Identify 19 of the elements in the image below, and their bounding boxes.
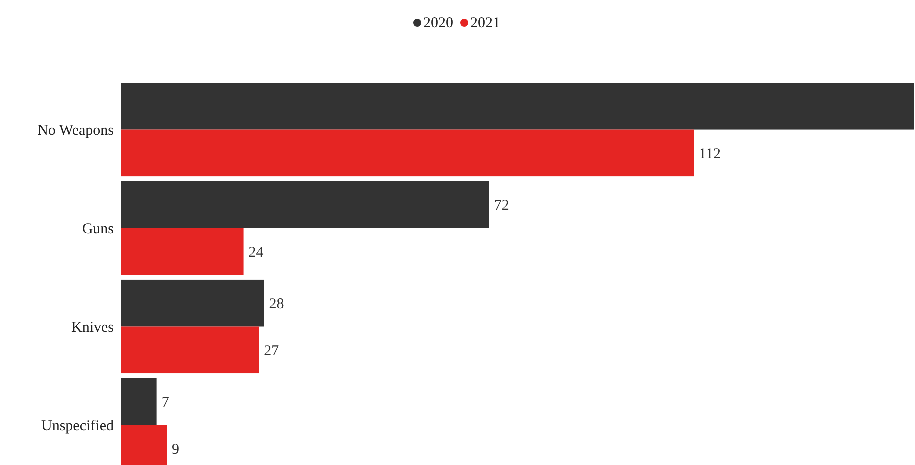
bar	[121, 83, 914, 130]
bar	[121, 130, 694, 177]
bar	[121, 228, 244, 276]
bar	[121, 326, 260, 374]
bar	[121, 280, 264, 327]
data-label: 27	[264, 343, 280, 360]
data-label: 7	[162, 395, 170, 412]
y-tick-label: Guns	[82, 222, 114, 238]
y-tick-label: No Weapons	[38, 123, 114, 140]
data-label: 72	[494, 198, 510, 214]
bar	[121, 181, 490, 228]
data-label: 112	[699, 146, 721, 162]
y-tick-label: Knives	[72, 320, 114, 336]
y-tick-label: Unspecified	[42, 418, 114, 434]
legend-label: 2021	[470, 15, 500, 32]
data-label: 24	[248, 244, 264, 261]
data-label: 28	[269, 296, 284, 313]
data-label: 9	[172, 442, 180, 458]
legend-label: 2020	[424, 15, 454, 32]
